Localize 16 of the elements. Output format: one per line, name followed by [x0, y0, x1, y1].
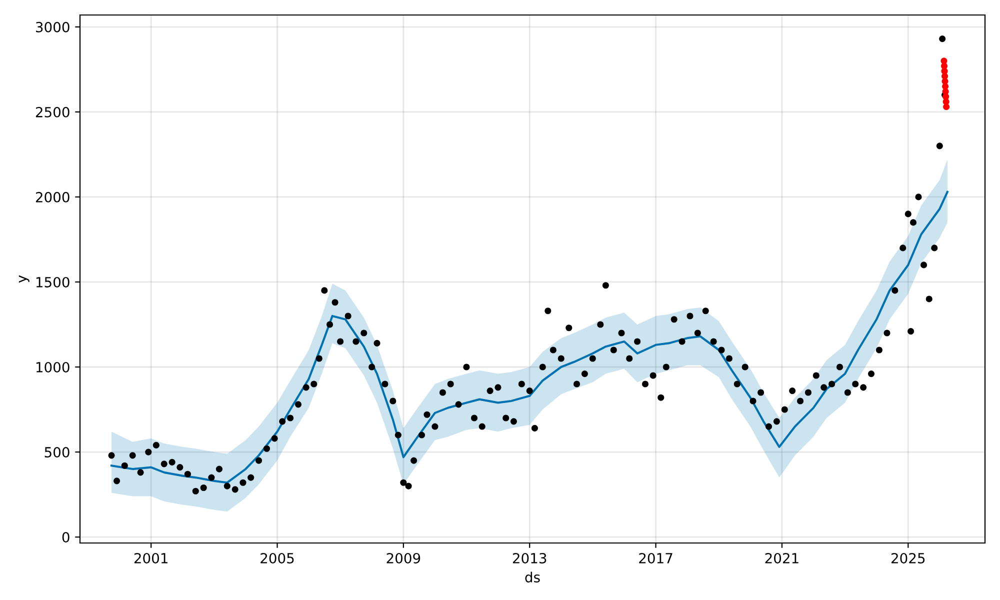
x-tick-label: 2025 — [891, 552, 925, 564]
y-tick-label: 1500 — [36, 276, 70, 288]
x-tick-label: 2013 — [512, 552, 546, 564]
x-axis-title: ds — [525, 572, 540, 582]
x-tick-label: 2005 — [260, 552, 294, 564]
y-tick-label: 0 — [62, 532, 70, 543]
y-tick-label: 3000 — [36, 22, 70, 32]
y-tick-label: 2000 — [36, 192, 70, 202]
y-tick-label: 500 — [44, 446, 70, 458]
y-axis-title: y — [18, 275, 30, 283]
x-tick-label: 2001 — [134, 552, 168, 564]
y-tick-label: 1000 — [36, 362, 70, 372]
y-tick-label: 2500 — [36, 106, 70, 118]
x-tick-label: 2009 — [386, 552, 420, 564]
x-tick-label: 2021 — [765, 552, 798, 564]
x-tick-label: 2017 — [639, 552, 672, 564]
